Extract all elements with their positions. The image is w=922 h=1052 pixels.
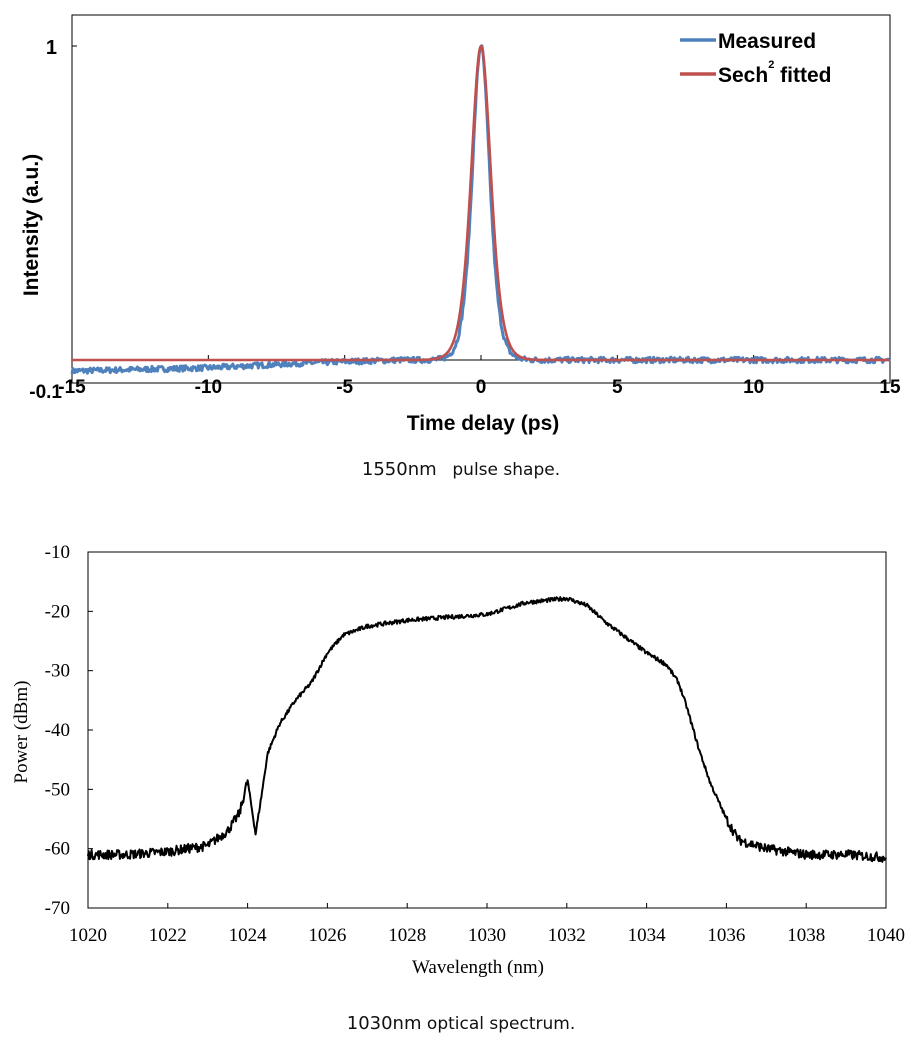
x-tick-label-2: 1024 (229, 925, 268, 946)
y-tick-label-2: -20 (45, 601, 70, 622)
legend-label-fitted: Sech2 fitted (718, 59, 831, 87)
x-tick-label-2: 1026 (308, 925, 346, 946)
top-caption-text: pulse shape. (452, 460, 561, 480)
legend-label-measured: Measured (718, 30, 816, 53)
x-tick-label-2: 1034 (628, 925, 667, 946)
x-tick-label: -10 (195, 377, 222, 398)
x-tick-label: 5 (612, 377, 623, 398)
y-axis-title: Intensity (a.u.) (20, 154, 43, 296)
x-tick-label-2: 1032 (548, 925, 586, 946)
optical-spectrum-chart: 1020 1022 1024 1026 1028 1030 1032 1034 1036 1038… (11, 542, 905, 978)
y-axis-title-2: Power (dBm) (11, 681, 32, 784)
y-tick-label-2: -40 (45, 720, 70, 741)
x-tick-label-2: 1030 (468, 925, 506, 946)
x-tick-label-2: 1020 (69, 925, 107, 946)
axes-2 (87, 551, 887, 909)
bottom-caption-text: optical spectrum. (421, 1014, 576, 1034)
plot-area-frame-2 (87, 551, 887, 909)
x-tick-label-2: 1028 (388, 925, 426, 946)
y-tick-label-2: -60 (45, 839, 70, 860)
y-tick-label-2: -50 (45, 779, 70, 800)
y-tick-label: -0.1 (29, 382, 62, 403)
x-tick-label: 10 (743, 377, 764, 398)
top-caption-wavelength: 1550nm (361, 459, 437, 480)
legend: Measured Sech2 fitted (680, 30, 831, 87)
y-tick-label: 1 (46, 37, 57, 59)
x-axis-title-2: Wavelength (nm) (412, 957, 544, 978)
y-tick-label-2: -30 (45, 661, 70, 682)
tick-labels: -15 -10 -5 0 5 10 15 1 -0.1 (29, 37, 901, 403)
top-caption: 1550nm pulse shape. (0, 459, 922, 480)
series-line-spectrum (87, 596, 887, 863)
x-tick-label: -5 (336, 377, 353, 398)
plot-area-frame (71, 14, 891, 384)
bottom-caption: 1030nm optical spectrum. (0, 1013, 922, 1034)
x-tick-label: -15 (58, 377, 86, 398)
x-tick-label: 0 (476, 377, 487, 398)
bottom-caption-wavelength: 1030nm (346, 1013, 422, 1034)
y-tick-label-2: -70 (45, 898, 70, 919)
tick-labels-2: 1020 1022 1024 1026 1028 1030 1032 1034 1036 1038… (45, 542, 905, 946)
x-tick-label-2: 1038 (787, 925, 825, 946)
series-line-fitted (71, 44, 891, 362)
x-tick-label-2: 1040 (867, 925, 905, 946)
x-axis-title: Time delay (ps) (407, 412, 560, 435)
x-tick-label-2: 1036 (707, 925, 745, 946)
x-tick-label: 15 (879, 377, 901, 398)
x-tick-label-2: 1022 (149, 925, 187, 946)
series-group (70, 44, 892, 375)
pulse-shape-chart: -15 -10 -5 0 5 10 15 1 -0.1 Time delay (ps) Inte… (20, 14, 901, 435)
y-tick-label-2: -10 (45, 542, 70, 563)
series-group-2 (87, 596, 887, 863)
